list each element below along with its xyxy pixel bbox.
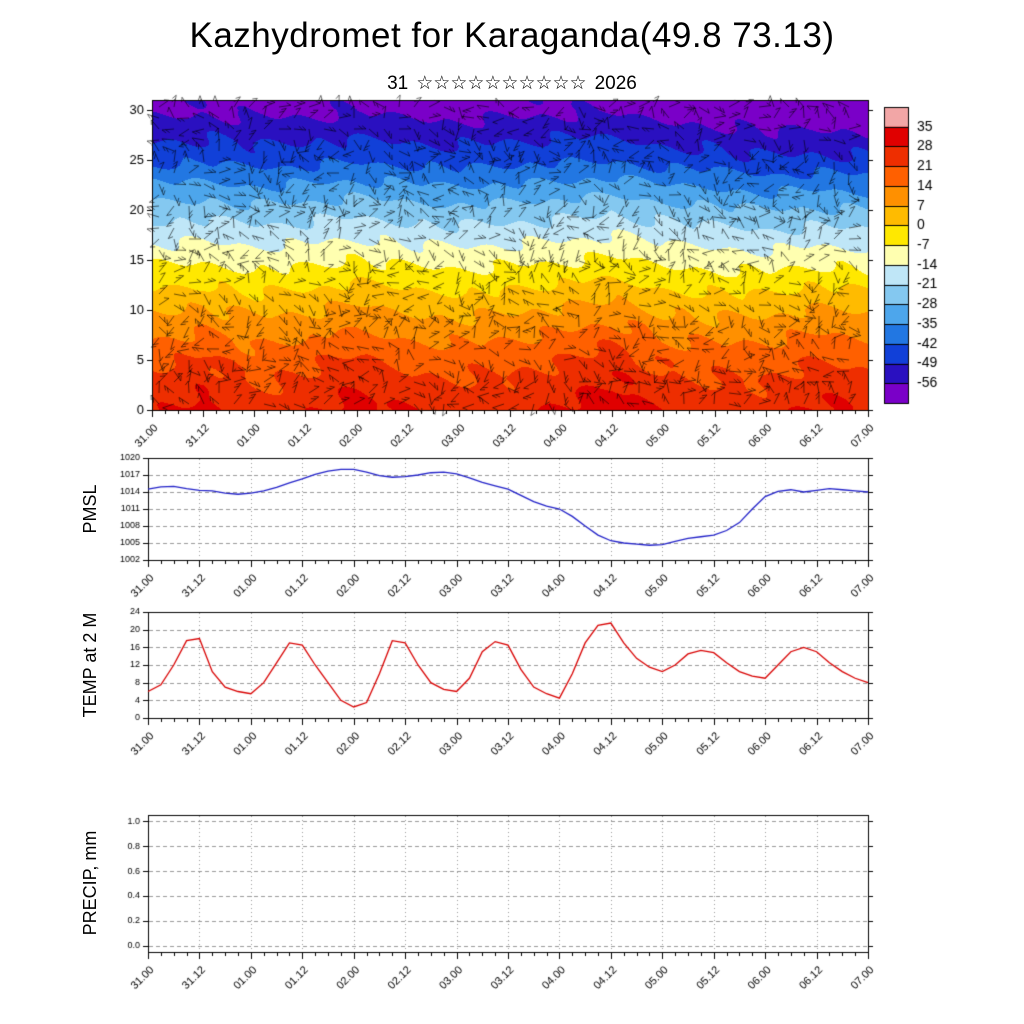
pmsl-axis-title: PMSL (80, 484, 100, 534)
precip-axis-title: PRECIP, mm (80, 830, 100, 936)
temp-axis-title: TEMP at 2 M (80, 612, 100, 718)
subtitle-year: 2026 (594, 73, 637, 94)
page-subtitle: 31 ☆☆☆☆☆☆☆☆☆☆ 2026 (0, 72, 1024, 95)
subtitle-stars: ☆☆☆☆☆☆☆☆☆☆ (416, 73, 587, 94)
subtitle-day: 31 (387, 73, 409, 94)
page-title: Kazhydromet for Karaganda(49.8 73.13) (189, 16, 835, 55)
